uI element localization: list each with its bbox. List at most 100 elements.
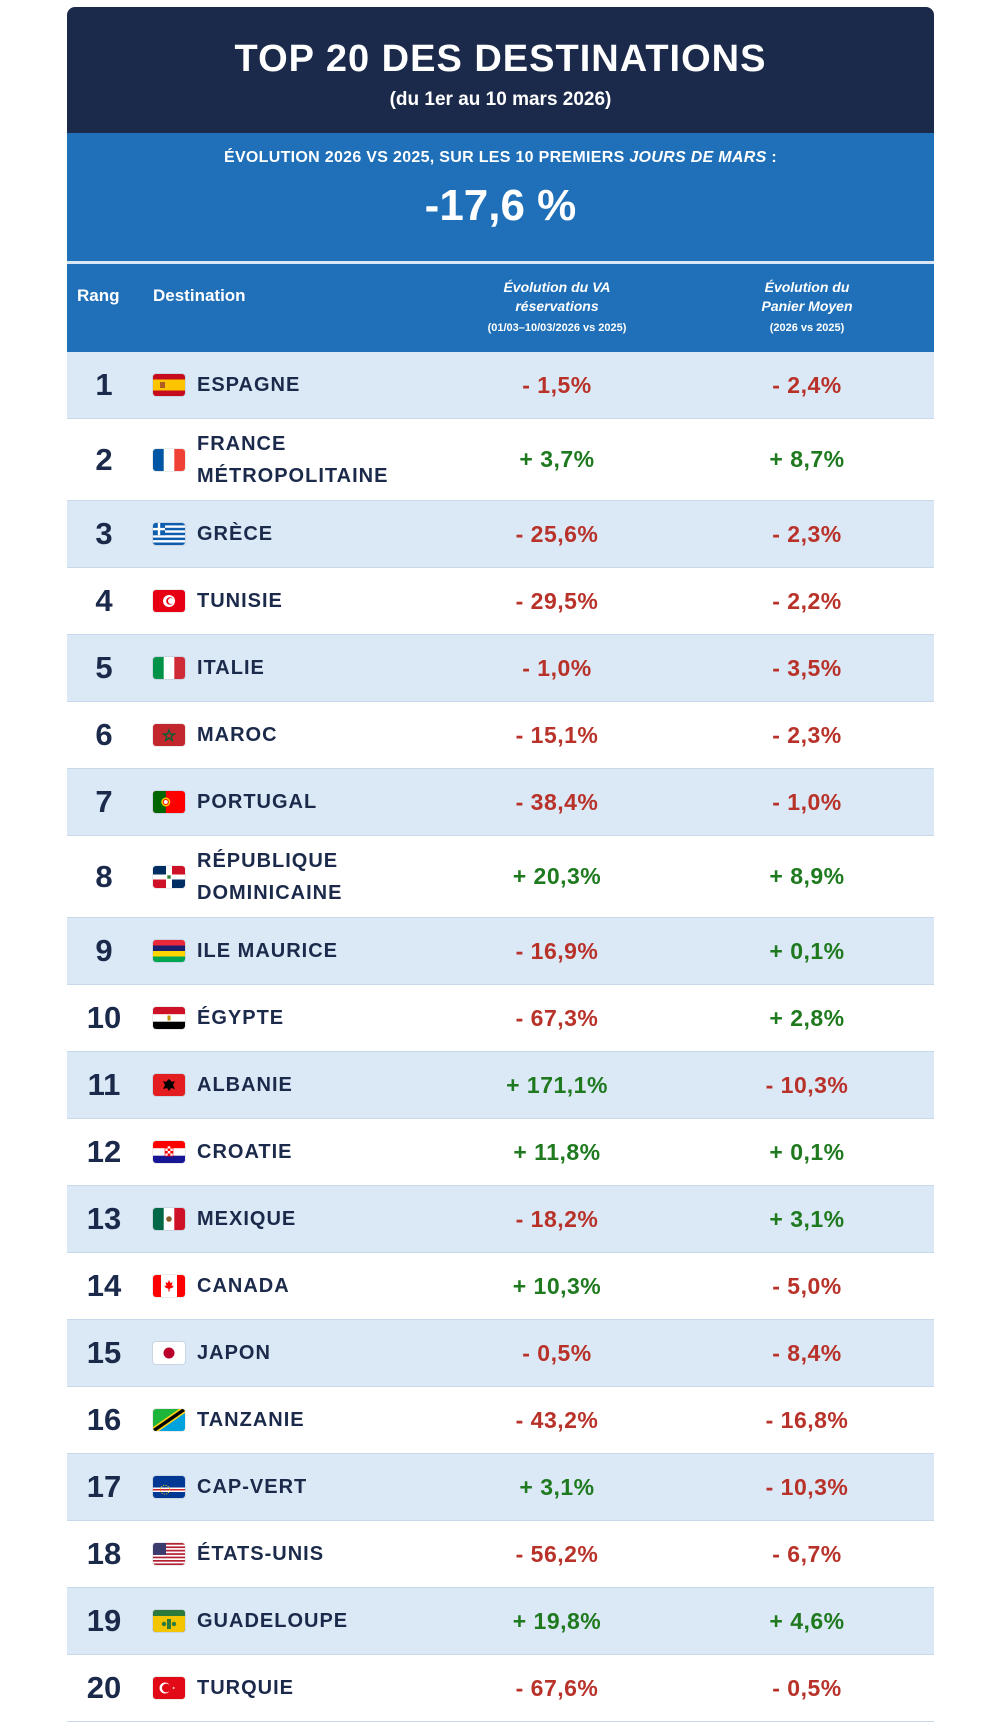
rank-number: 5	[95, 650, 113, 685]
destination-name: RÉPUBLIQUE DOMINICAINE	[197, 849, 343, 904]
destination-name: ÉGYPTE	[197, 1007, 285, 1029]
panier-moyen-evolution-value: - 6,7%	[772, 1540, 842, 1567]
rank-number: 11	[87, 1067, 121, 1102]
destination-name: JAPON	[197, 1342, 271, 1364]
table-row: 11 ALBANIE + 171,1% - 10,3%	[67, 1052, 934, 1119]
header: TOP 20 DES DESTINATIONS (du 1er au 10 ma…	[67, 7, 934, 133]
va-evolution-value: - 43,2%	[515, 1406, 599, 1433]
flag-ma-icon	[153, 724, 185, 746]
table-body: 1 ESPAGNE - 1,5% - 2,4% 2 FRANCE MÉTROPOLITAI…	[67, 352, 934, 1722]
destination-name: CANADA	[197, 1275, 290, 1297]
va-evolution-value: + 11,8%	[513, 1138, 601, 1165]
table-row: 4 TUNISIE - 29,5% - 2,2%	[67, 568, 934, 635]
panier-moyen-evolution-value: - 8,4%	[772, 1339, 842, 1366]
destinations-card: TOP 20 DES DESTINATIONS (du 1er au 10 ma…	[67, 7, 934, 1722]
flag-hr-icon	[153, 1141, 185, 1163]
va-evolution-value: - 67,6%	[515, 1674, 599, 1701]
va-evolution-value: - 56,2%	[515, 1540, 599, 1567]
flag-al-icon	[153, 1074, 185, 1096]
column-header-pm-line1: Évolution du	[764, 279, 850, 295]
flag-us-icon	[153, 1543, 185, 1565]
flag-gr-icon	[153, 523, 185, 545]
rank-number: 4	[95, 583, 113, 618]
rank-number: 9	[95, 933, 113, 968]
va-evolution-value: - 18,2%	[515, 1205, 599, 1232]
evolution-label: ÉVOLUTION 2026 VS 2025, SUR LES 10 PREMI…	[67, 133, 934, 167]
table-row: 1 ESPAGNE - 1,5% - 2,4%	[67, 352, 934, 419]
column-header-va-note: (01/03–10/03/2026 vs 2025)	[487, 322, 627, 334]
panier-moyen-evolution-value: + 0,1%	[769, 937, 845, 964]
flag-gp-icon	[153, 1610, 185, 1632]
panier-moyen-evolution-value: - 10,3%	[765, 1071, 849, 1098]
destination-name: CAP-VERT	[197, 1476, 308, 1498]
table-row: 15 JAPON - 0,5% - 8,4%	[67, 1320, 934, 1387]
destination-name: CROATIE	[197, 1141, 293, 1163]
flag-ca-icon	[153, 1275, 185, 1297]
evolution-label-end: :	[771, 149, 777, 166]
rank-number: 14	[86, 1268, 122, 1303]
table-row: 18 ÉTATS-UNIS - 56,2% - 6,7%	[67, 1521, 934, 1588]
destination-name: ITALIE	[197, 657, 265, 679]
va-evolution-value: + 20,3%	[512, 863, 602, 889]
evolution-label-main: ÉVOLUTION 2026 VS 2025, SUR LES 10 PREMI…	[223, 149, 625, 166]
rank-number: 1	[95, 367, 113, 402]
page-subtitle: (du 1er au 10 mars 2026)	[389, 89, 612, 110]
va-evolution-value: - 0,5%	[522, 1339, 592, 1366]
table-row: 7 PORTUGAL - 38,4% - 1,0%	[67, 769, 934, 836]
rank-number: 17	[86, 1469, 122, 1504]
destination-name: TUNISIE	[197, 590, 283, 612]
destination-name: TURQUIE	[197, 1677, 294, 1699]
flag-cv-icon	[153, 1476, 185, 1498]
panier-moyen-evolution-value: - 5,0%	[772, 1272, 842, 1299]
rank-number: 8	[95, 858, 113, 894]
rank-number: 15	[86, 1335, 122, 1370]
destination-name: ESPAGNE	[197, 374, 301, 396]
table-row: 8 RÉPUBLIQUE DOMINICAINE + 20,3% + 8,9%	[67, 836, 934, 918]
table-row: 5 ITALIE - 1,0% - 3,5%	[67, 635, 934, 702]
va-evolution-value: - 38,4%	[515, 788, 599, 815]
panier-moyen-evolution-value: + 3,1%	[769, 1205, 845, 1232]
table-row: 3 GRÈCE - 25,6% - 2,3%	[67, 501, 934, 568]
rank-number: 18	[86, 1536, 122, 1571]
va-evolution-value: - 29,5%	[515, 587, 599, 614]
destination-name: ILE MAURICE	[197, 940, 338, 962]
column-header-va: Évolution du VA réservations (01/03–10/0…	[447, 278, 667, 338]
flag-eg-icon	[153, 1007, 185, 1029]
rank-number: 3	[95, 516, 113, 551]
rank-number: 13	[86, 1201, 122, 1236]
rank-number: 16	[86, 1402, 122, 1437]
rank-number: 7	[95, 784, 113, 819]
rank-number: 20	[86, 1670, 122, 1705]
table-row: 13 MEXIQUE - 18,2% + 3,1%	[67, 1186, 934, 1253]
flag-mx-icon	[153, 1208, 185, 1230]
panier-moyen-evolution-value: + 0,1%	[769, 1138, 845, 1165]
va-evolution-value: - 67,3%	[515, 1004, 599, 1031]
column-header-pm: Évolution du Panier Moyen (2026 vs 2025)	[707, 278, 907, 338]
destination-name: MEXIQUE	[197, 1208, 297, 1230]
destination-name: FRANCE MÉTROPOLITAINE	[197, 432, 389, 487]
panier-moyen-evolution-value: + 8,7%	[769, 446, 845, 472]
column-header-va-line2: réservations	[515, 298, 599, 314]
evolution-value: -17,6 %	[424, 181, 577, 230]
evolution-label-italic: JOURS DE MARS	[629, 149, 767, 166]
table-row: 20 TURQUIE - 67,6% - 0,5%	[67, 1655, 934, 1722]
rank-number: 2	[95, 441, 113, 477]
panier-moyen-evolution-value: - 3,5%	[772, 654, 842, 681]
table-row: 6 MAROC - 15,1% - 2,3%	[67, 702, 934, 769]
table-row: 2 FRANCE MÉTROPOLITAINE + 3,7% + 8,7%	[67, 419, 934, 501]
panier-moyen-evolution-value: - 2,4%	[772, 371, 842, 398]
panier-moyen-evolution-value: - 2,2%	[772, 587, 842, 614]
table-row: 17 CAP-VERT + 3,1% - 10,3%	[67, 1454, 934, 1521]
evolution-banner: ÉVOLUTION 2026 VS 2025, SUR LES 10 PREMI…	[67, 133, 934, 264]
flag-es-icon	[153, 374, 185, 396]
rank-number: 10	[86, 1000, 122, 1035]
column-header-pm-line2: Panier Moyen	[761, 298, 853, 314]
va-evolution-value: - 1,5%	[522, 371, 592, 398]
panier-moyen-evolution-value: - 0,5%	[772, 1674, 842, 1701]
table-row: 16 TANZANIE - 43,2% - 16,8%	[67, 1387, 934, 1454]
panier-moyen-evolution-value: - 2,3%	[772, 721, 842, 748]
table-row: 14 CANADA + 10,3% - 5,0%	[67, 1253, 934, 1320]
va-evolution-value: + 19,8%	[512, 1607, 602, 1634]
panier-moyen-evolution-value: - 10,3%	[765, 1473, 849, 1500]
column-header-rang: Rang	[77, 286, 120, 305]
